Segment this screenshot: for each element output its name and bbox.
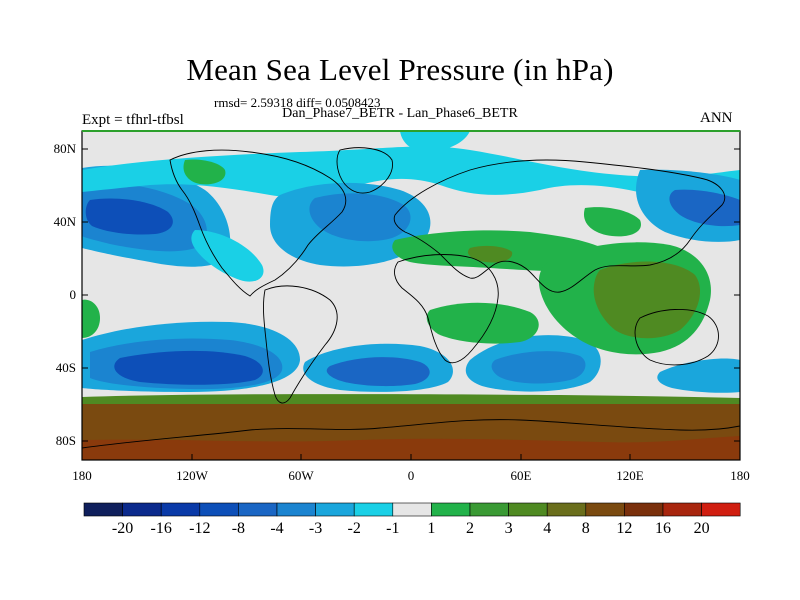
colorbar-label: -4 — [270, 520, 284, 537]
australia-outline — [634, 308, 719, 366]
colorbar-swatch — [83, 502, 123, 517]
north-atlantic-low-core — [309, 193, 411, 242]
north-pacific-low-core — [85, 198, 173, 235]
colorbar-label: 16 — [655, 520, 671, 537]
colorbar-label: 20 — [693, 520, 710, 537]
greenland-outline — [336, 147, 393, 194]
antarctica-outline — [82, 419, 740, 449]
alaska-high — [183, 159, 226, 185]
lon-label-180w: 180 — [72, 468, 92, 483]
colorbar-swatch — [508, 502, 548, 517]
pacific-edge-high — [82, 299, 100, 338]
lat-label-40n: 40N — [53, 214, 76, 229]
lon-label-180e: 180 — [730, 468, 750, 483]
season-label: ANN — [700, 110, 733, 126]
australia-south-low — [657, 358, 740, 393]
colorbar-swatch — [585, 502, 625, 517]
indian-ocean-low-core — [491, 351, 586, 384]
africa-outline — [394, 254, 499, 364]
colorbar-swatch — [546, 502, 587, 517]
colorbar-swatch — [469, 502, 509, 517]
experiment-label: Expt = tfhrl-tfbsl — [82, 112, 184, 128]
colorbar-label: 3 — [504, 520, 513, 537]
siberia-high — [583, 207, 641, 237]
colorbar-swatch — [199, 502, 239, 517]
map-title: Mean Sea Level Pressure (in hPa) — [186, 52, 614, 87]
colorbar-swatch — [701, 502, 741, 517]
colorbar-label: 2 — [466, 520, 474, 537]
colorbar-label: -2 — [347, 520, 361, 537]
colorbar-label: -12 — [189, 520, 211, 537]
southern-band-edge — [82, 394, 740, 404]
colorbar-swatch — [276, 502, 316, 517]
american-low-tongue — [191, 230, 264, 282]
colorbar-swatch — [122, 502, 162, 517]
west-pacific-low-core — [669, 189, 740, 227]
colorbar-label: 8 — [581, 520, 590, 537]
colorbar-label: 1 — [427, 520, 436, 537]
south-atlantic-low-core — [326, 357, 430, 387]
colorbar-swatch — [392, 502, 432, 517]
colorbar-label: -8 — [231, 520, 246, 537]
colorbar-label: 12 — [616, 520, 633, 537]
south-pacific-low-core — [114, 350, 263, 385]
lat-label-40s: 40S — [55, 360, 76, 375]
colorbar — [83, 502, 741, 517]
colorbar-swatch — [662, 502, 702, 517]
colorbar-label: 4 — [543, 520, 552, 537]
colorbar-swatch — [353, 502, 394, 517]
north-america-outline — [169, 149, 347, 297]
lat-label-80n: 80N — [53, 141, 76, 156]
colorbar-label: -20 — [111, 520, 134, 537]
colorbar-swatch — [315, 502, 355, 517]
colorbar-swatch — [431, 502, 471, 517]
arctic-low-top — [400, 131, 470, 153]
experiment-subtitle: Dan_Phase7_BETR - Lan_Phase6_BETR — [282, 106, 518, 121]
arctic-low-band — [82, 146, 740, 206]
lon-label-120e: 120E — [616, 468, 644, 483]
colorbar-label: -1 — [386, 520, 400, 537]
south-america-outline — [263, 285, 338, 404]
lon-label-120w: 120W — [176, 468, 208, 483]
eurasia-high-core — [467, 245, 513, 263]
europe-asia-outline — [393, 159, 726, 293]
indian-ocean-high — [426, 302, 539, 344]
coastlines — [82, 147, 740, 449]
colorbar-label: -3 — [308, 520, 323, 537]
colorbar-swatch — [238, 502, 278, 517]
southern-band-red — [82, 436, 740, 460]
lon-label-0: 0 — [407, 468, 415, 483]
lat-label-0: 0 — [69, 287, 77, 302]
lat-label-80s: 80S — [55, 433, 76, 448]
lon-label-60e: 60E — [510, 468, 532, 483]
colorbar-swatch — [624, 502, 664, 517]
rmsd-text: rmsd= 2.59318 diff= 0.0508423 — [214, 95, 381, 110]
axis-ticks — [81, 148, 741, 460]
lon-label-60w: 60W — [288, 468, 314, 483]
colorbar-swatch — [160, 502, 201, 517]
maritime-continent-high-core — [593, 261, 701, 339]
colorbar-label: -16 — [150, 520, 172, 537]
